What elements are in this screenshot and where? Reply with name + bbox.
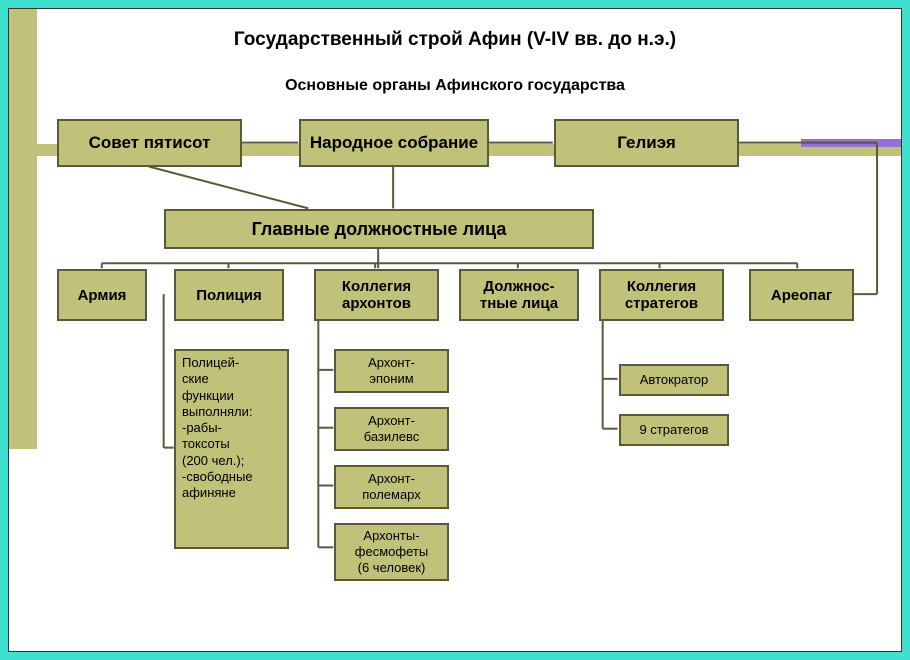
node-council-500: Совет пятисот (57, 119, 242, 167)
node-main-officials: Главные должностные лица (164, 209, 594, 249)
node-officials: Должнос-тные лица (459, 269, 579, 321)
decorative-left-stripe (9, 9, 37, 449)
node-9-strategoi: 9 стратегов (619, 414, 729, 446)
node-strategoi-college: Коллегия стратегов (599, 269, 724, 321)
node-archon-college: Коллегия архонтов (314, 269, 439, 321)
diagram-title: Государственный строй Афин (V-IV вв. до … (9, 29, 901, 51)
node-heliaia: Гелиэя (554, 119, 739, 167)
node-archon-eponym: Архонт-эпоним (334, 349, 449, 393)
decorative-purple-stripe (801, 139, 901, 147)
node-archon-basileus: Архонт-базилевс (334, 407, 449, 451)
node-archon-thesmothetai: Архонты-фесмофеты(6 человек) (334, 523, 449, 581)
node-assembly: Народное собрание (299, 119, 489, 167)
connector-lines (9, 9, 901, 651)
node-autokrator: Автократор (619, 364, 729, 396)
node-police-detail: Полицей-скиефункциивыполняли:-рабы-токсо… (174, 349, 289, 549)
node-areopag: Ареопаг (749, 269, 854, 321)
node-police: Полиция (174, 269, 284, 321)
node-archon-polemarch: Архонт-полемарх (334, 465, 449, 509)
diagram-subtitle: Основные органы Афинского государства (9, 77, 901, 95)
node-army: Армия (57, 269, 147, 321)
